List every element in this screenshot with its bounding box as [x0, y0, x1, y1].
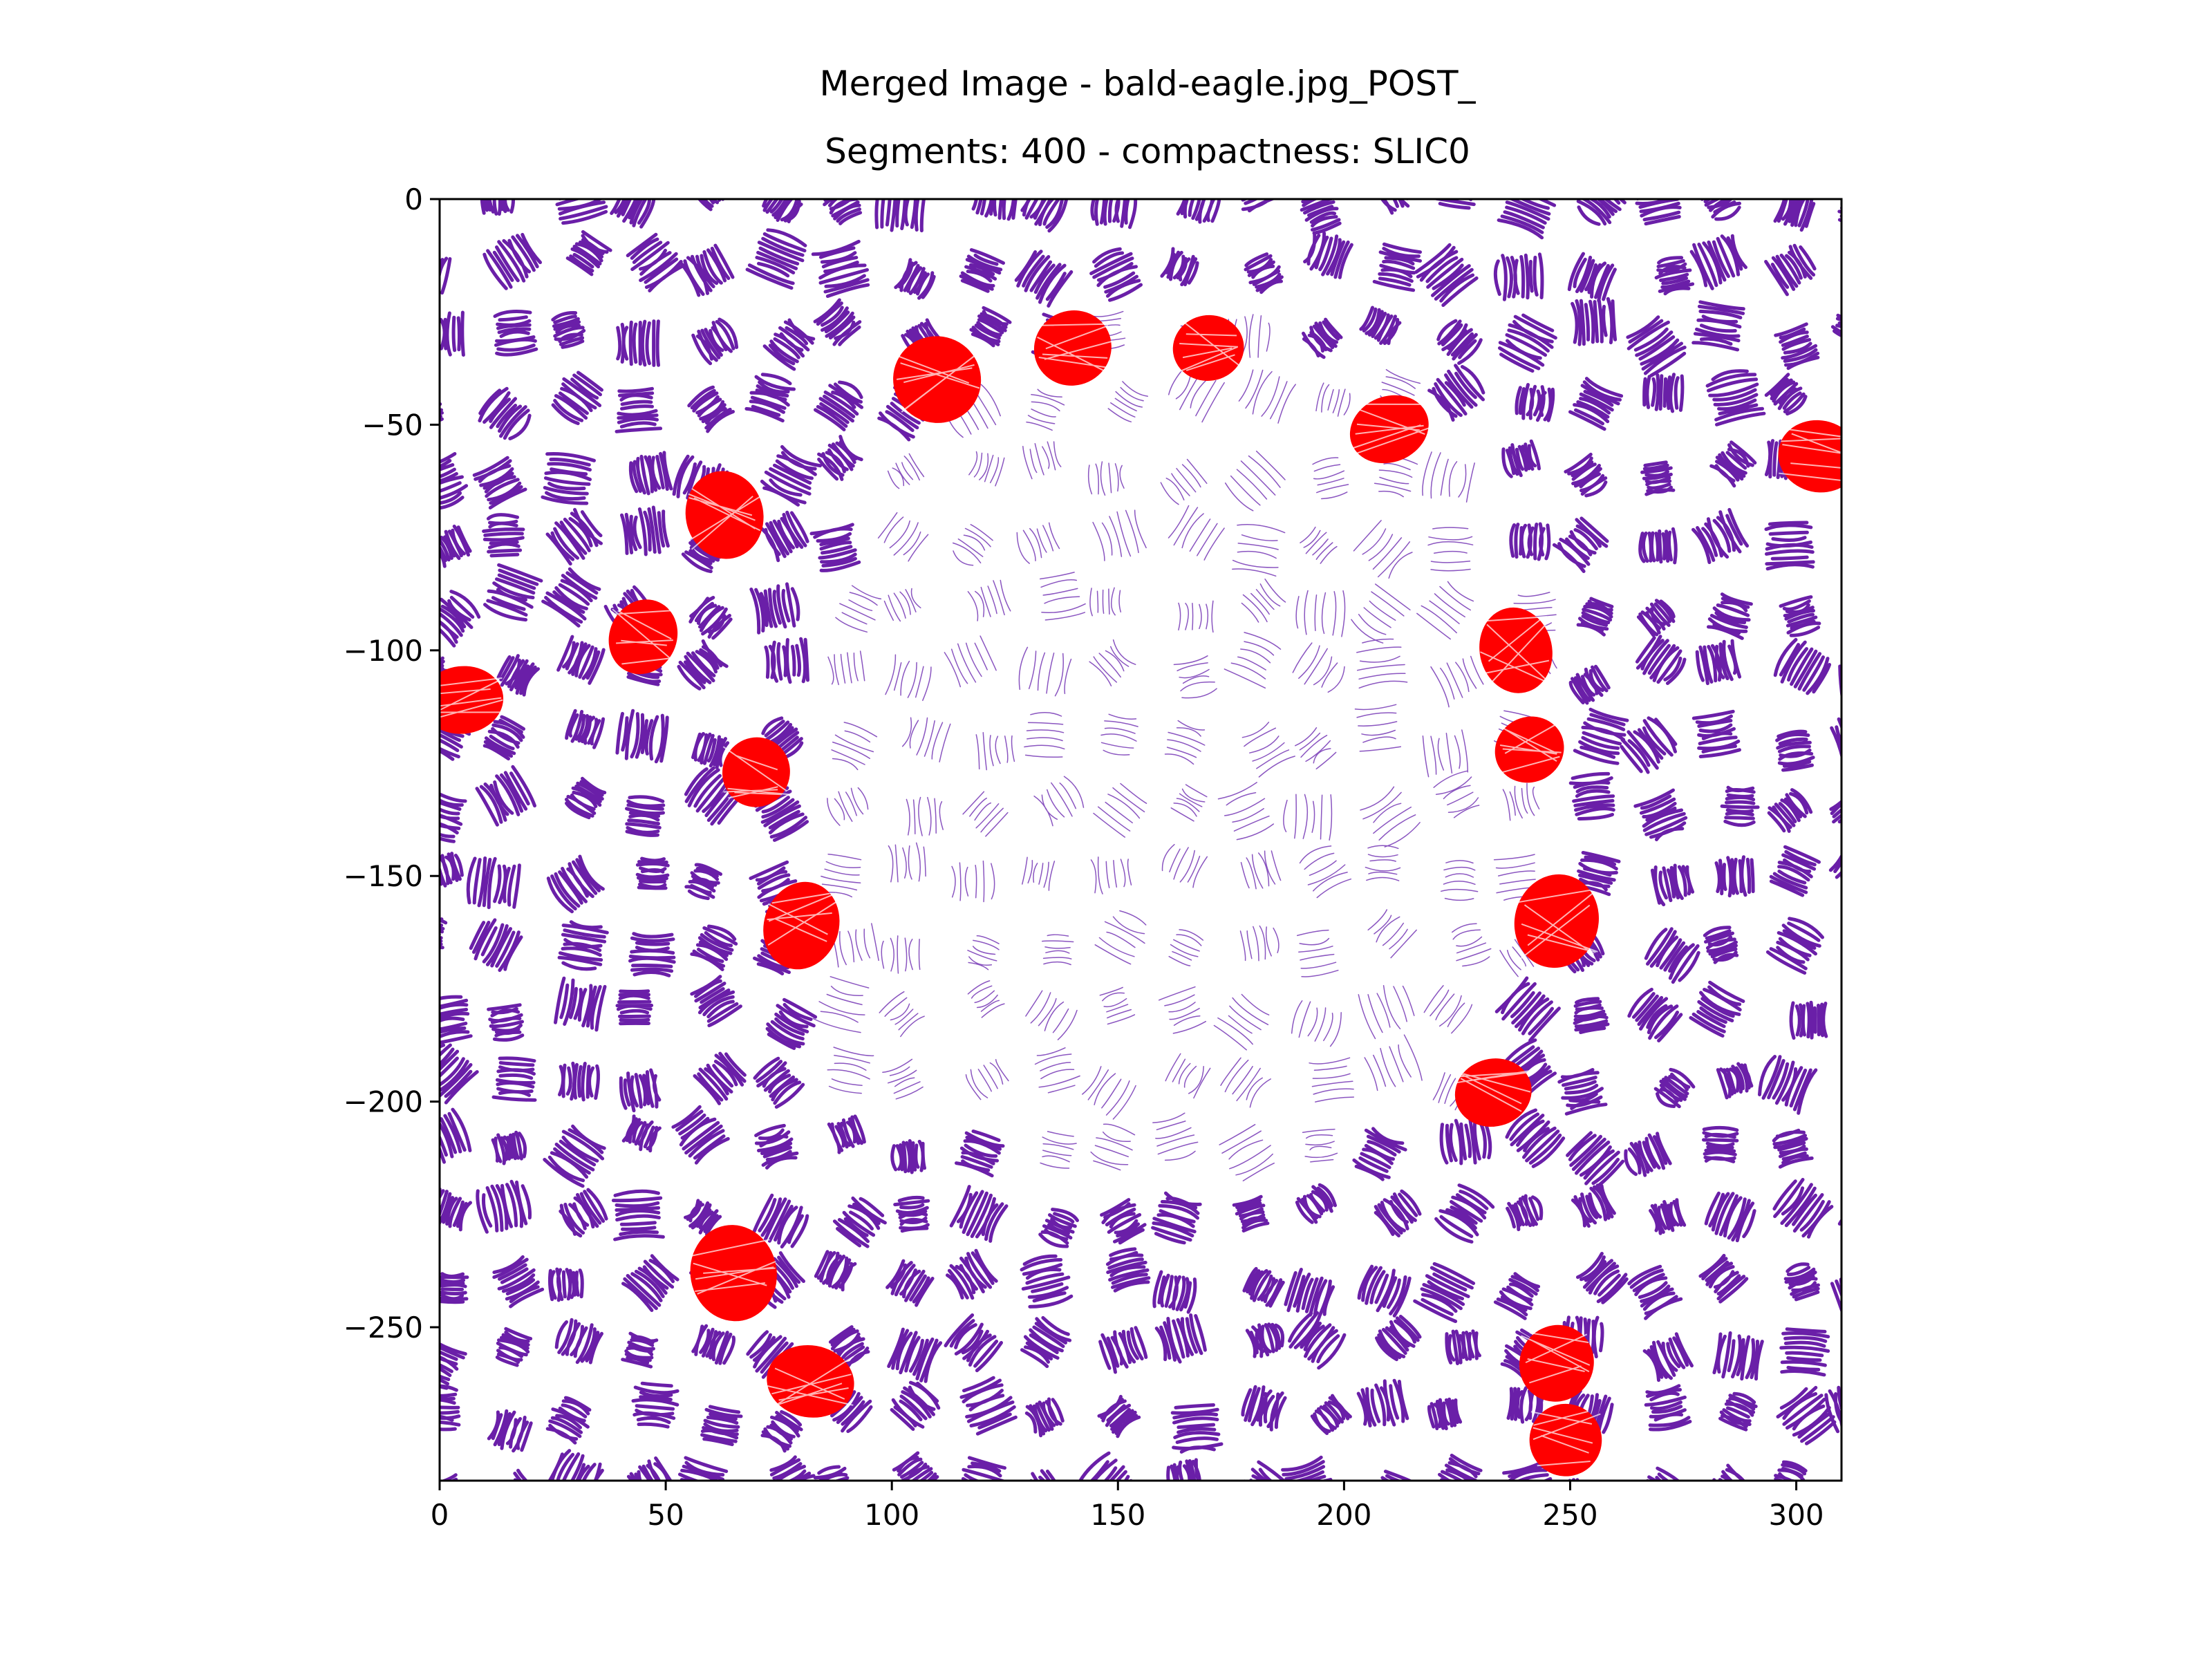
x-tick-label: 250	[1542, 1498, 1597, 1532]
x-tick-label: 100	[864, 1498, 919, 1532]
background-segment	[493, 1132, 525, 1163]
chart-title-line-2: Segments: 400 - compactness: SLIC0	[825, 131, 1470, 171]
background-segment	[1511, 524, 1549, 559]
x-tick-label: 50	[647, 1498, 684, 1532]
y-tick-label: 0	[404, 182, 423, 216]
x-tick-label: 0	[431, 1498, 449, 1532]
x-tick-label: 300	[1768, 1498, 1824, 1532]
background-segment	[1716, 857, 1753, 896]
background-segment	[1429, 1399, 1460, 1428]
chart-title-line-1: Merged Image - bald-eagle.jpg_POST_	[819, 64, 1476, 104]
y-tick-label: −50	[362, 408, 423, 442]
y-tick-label: −200	[344, 1085, 423, 1119]
x-tick-label: 200	[1316, 1498, 1371, 1532]
y-tick-label: −250	[344, 1311, 423, 1344]
y-tick-label: −150	[344, 859, 423, 893]
y-tick-label: −100	[344, 634, 423, 668]
x-tick-label: 150	[1090, 1498, 1145, 1532]
background-segment	[617, 991, 652, 1024]
background-segment	[438, 1274, 467, 1302]
